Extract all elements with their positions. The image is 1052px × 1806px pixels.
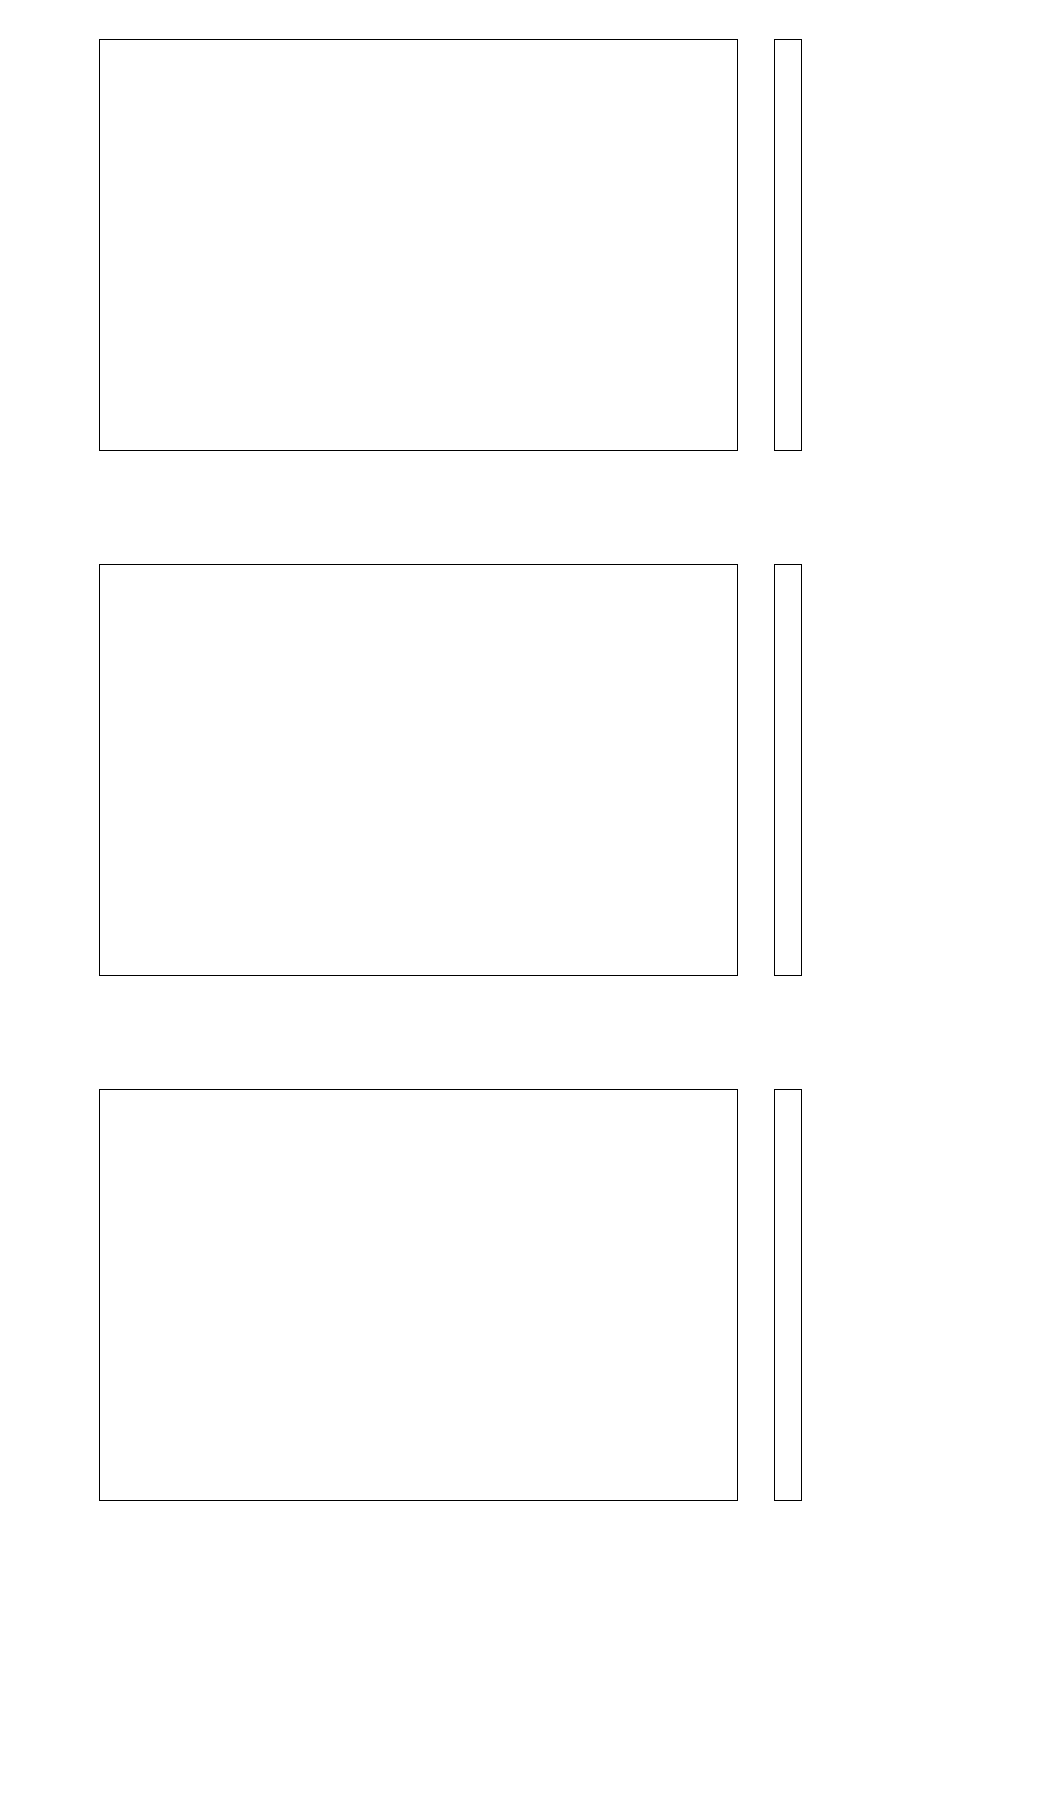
colorbar-gradient [775, 40, 801, 450]
colorbar-ticks [802, 40, 862, 450]
colorbar-ticks [802, 565, 862, 975]
panel-hhn [0, 564, 1052, 1090]
colorbar [774, 564, 802, 976]
colorbar-gradient [775, 565, 801, 975]
plot-area [99, 564, 738, 976]
colorbar [774, 39, 802, 451]
plot-area [99, 1089, 738, 1501]
colorbar-gradient [775, 1090, 801, 1500]
panel-hhz [0, 1089, 1052, 1615]
spectrogram-heatmap [100, 40, 737, 450]
spectrogram-heatmap [100, 565, 737, 975]
spectrogram-heatmap [100, 1090, 737, 1500]
plot-area [99, 39, 738, 451]
colorbar-ticks [802, 1090, 862, 1500]
curves-overlay [100, 40, 737, 450]
colorbar [774, 1089, 802, 1501]
curves-overlay [100, 1090, 737, 1500]
panel-hhe [0, 39, 1052, 565]
curves-overlay [100, 565, 737, 975]
